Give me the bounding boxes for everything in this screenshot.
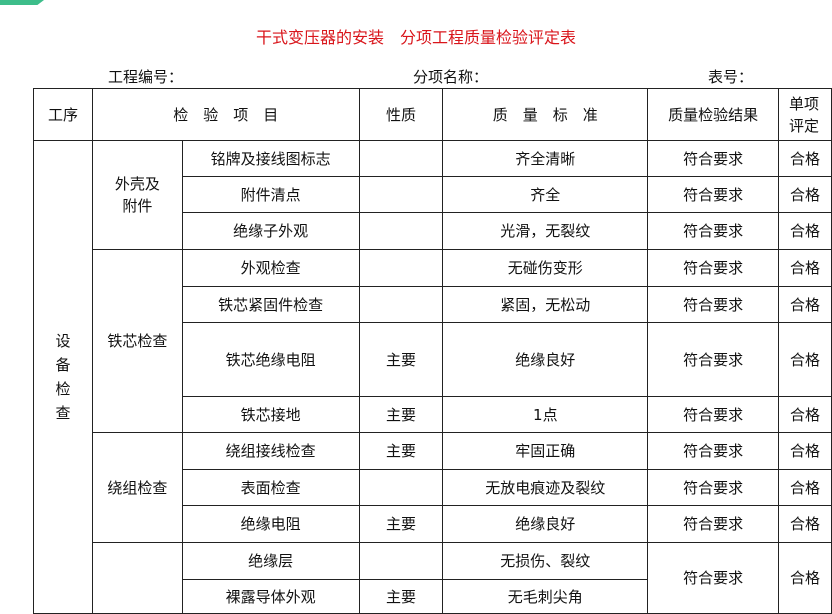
table-row: 绝缘子外观 光滑，无裂纹 符合要求 合格 — [34, 212, 832, 250]
header-row: 工序 检 验 项 目 性质 质 量 标 准 质量检验结果 单项 评定 — [33, 88, 832, 141]
header-rating: 单项 评定 — [777, 88, 832, 141]
group-core: 铁芯检查 — [91, 249, 183, 433]
standard-cell: 无损伤、裂纹 — [442, 542, 649, 580]
rating-cell: 合格 — [777, 140, 832, 177]
table-row: 铁芯绝缘电阻 主要 绝缘良好 符合要求 合格 — [34, 322, 832, 397]
item-cell: 铁芯绝缘电阻 — [181, 322, 360, 397]
table-row: 设备检查 外壳及 附件 铭牌及接线图标志 齐全清晰 符合要求 合格 — [33, 140, 832, 614]
standard-cell: 紧固，无松动 — [442, 286, 649, 323]
group-empty — [91, 542, 183, 614]
table-row: 表面检查 无放电痕迹及裂纹 符合要求 合格 — [34, 469, 832, 506]
rating-cell: 合格 — [777, 286, 832, 323]
item-cell: 绕组接线检查 — [181, 432, 360, 470]
result-cell: 符合要求 — [647, 432, 779, 470]
nature-cell: 主要 — [358, 396, 444, 433]
standard-cell: 绝缘良好 — [442, 505, 649, 543]
nature-cell — [358, 140, 444, 177]
nature-cell: 主要 — [358, 505, 444, 543]
rating-cell: 合格 — [777, 432, 832, 470]
nature-cell: 主要 — [358, 322, 444, 397]
standard-cell: 牢固正确 — [442, 432, 649, 470]
item-cell: 绝缘子外观 — [181, 212, 360, 250]
item-cell: 绝缘层 — [181, 542, 360, 580]
result-cell: 符合要求 — [647, 469, 779, 506]
nature-cell — [358, 212, 444, 250]
result-cell: 符合要求 — [647, 322, 779, 397]
process-cell: 设备检查 — [33, 140, 93, 614]
result-cell: 符合要求 — [647, 212, 779, 250]
header-item: 检 验 项 目 — [91, 88, 360, 141]
table-row: 绕组检查 绕组接线检查 主要 牢固正确 符合要求 合格 — [34, 432, 832, 543]
nature-cell: 主要 — [358, 432, 444, 470]
result-cell: 符合要求 — [647, 249, 779, 287]
item-cell: 外观检查 — [181, 249, 360, 287]
item-cell: 铭牌及接线图标志 — [181, 140, 360, 177]
table-row: 裸露导体外观 主要 无毛刺尖角 — [34, 579, 832, 614]
rating-cell: 合格 — [777, 396, 832, 433]
nature-cell — [358, 542, 444, 580]
standard-cell: 光滑，无裂纹 — [442, 212, 649, 250]
result-cell: 符合要求 — [647, 140, 779, 177]
standard-cell: 绝缘良好 — [442, 322, 649, 397]
header-result: 质量检验结果 — [647, 88, 779, 141]
nature-cell: 主要 — [358, 579, 444, 614]
inspection-table: 工序 检 验 项 目 性质 质 量 标 准 质量检验结果 单项 评定 设备检查 外… — [33, 88, 832, 614]
standard-cell: 无碰伤变形 — [442, 249, 649, 287]
result-cell: 符合要求 — [647, 176, 779, 213]
standard-cell: 无毛刺尖角 — [442, 579, 649, 614]
table-row: 铁芯接地 主要 1点 符合要求 合格 — [34, 396, 832, 433]
table-row: 绝缘层 无损伤、裂纹 符合要求 合格 — [34, 542, 832, 614]
project-no-label: 工程编号： — [108, 68, 184, 86]
header-process: 工序 — [33, 88, 93, 141]
item-cell: 铁芯接地 — [181, 396, 360, 433]
rating-cell: 合格 — [777, 542, 832, 614]
rating-cell: 合格 — [777, 249, 832, 287]
table-no-label: 表号： — [708, 68, 754, 86]
header-standard: 质 量 标 准 — [442, 88, 649, 141]
corner-tab-decoration — [0, 0, 44, 5]
page-title: 干式变压器的安装 分项工程质量检验评定表 — [255, 28, 576, 47]
table-row: 绝缘电阻 主要 绝缘良好 符合要求 合格 — [34, 505, 832, 543]
group-shell: 外壳及 附件 — [91, 140, 183, 250]
group-winding: 绕组检查 — [91, 432, 183, 543]
standard-cell: 齐全清晰 — [442, 140, 649, 177]
rating-cell: 合格 — [777, 505, 832, 543]
item-cell: 表面检查 — [181, 469, 360, 506]
result-cell: 符合要求 — [647, 542, 779, 614]
rating-cell: 合格 — [777, 212, 832, 250]
header-nature: 性质 — [358, 88, 444, 141]
standard-cell: 无放电痕迹及裂纹 — [442, 469, 649, 506]
standard-cell: 1点 — [442, 396, 649, 433]
table-row: 铁芯检查 外观检查 无碰伤变形 符合要求 合格 — [34, 249, 832, 433]
nature-cell — [358, 469, 444, 506]
rating-cell: 合格 — [777, 322, 832, 397]
nature-cell — [358, 286, 444, 323]
item-cell: 绝缘电阻 — [181, 505, 360, 543]
item-name-label: 分项名称： — [413, 68, 489, 86]
table-row: 铁芯紧固件检查 紧固，无松动 符合要求 合格 — [34, 286, 832, 323]
nature-cell — [358, 249, 444, 287]
result-cell: 符合要求 — [647, 505, 779, 543]
rating-cell: 合格 — [777, 469, 832, 506]
result-cell: 符合要求 — [647, 396, 779, 433]
item-cell: 附件清点 — [181, 176, 360, 213]
item-cell: 裸露导体外观 — [181, 579, 360, 614]
result-cell: 符合要求 — [647, 286, 779, 323]
standard-cell: 齐全 — [442, 176, 649, 213]
rating-cell: 合格 — [777, 176, 832, 213]
item-cell: 铁芯紧固件检查 — [181, 286, 360, 323]
nature-cell — [358, 176, 444, 213]
